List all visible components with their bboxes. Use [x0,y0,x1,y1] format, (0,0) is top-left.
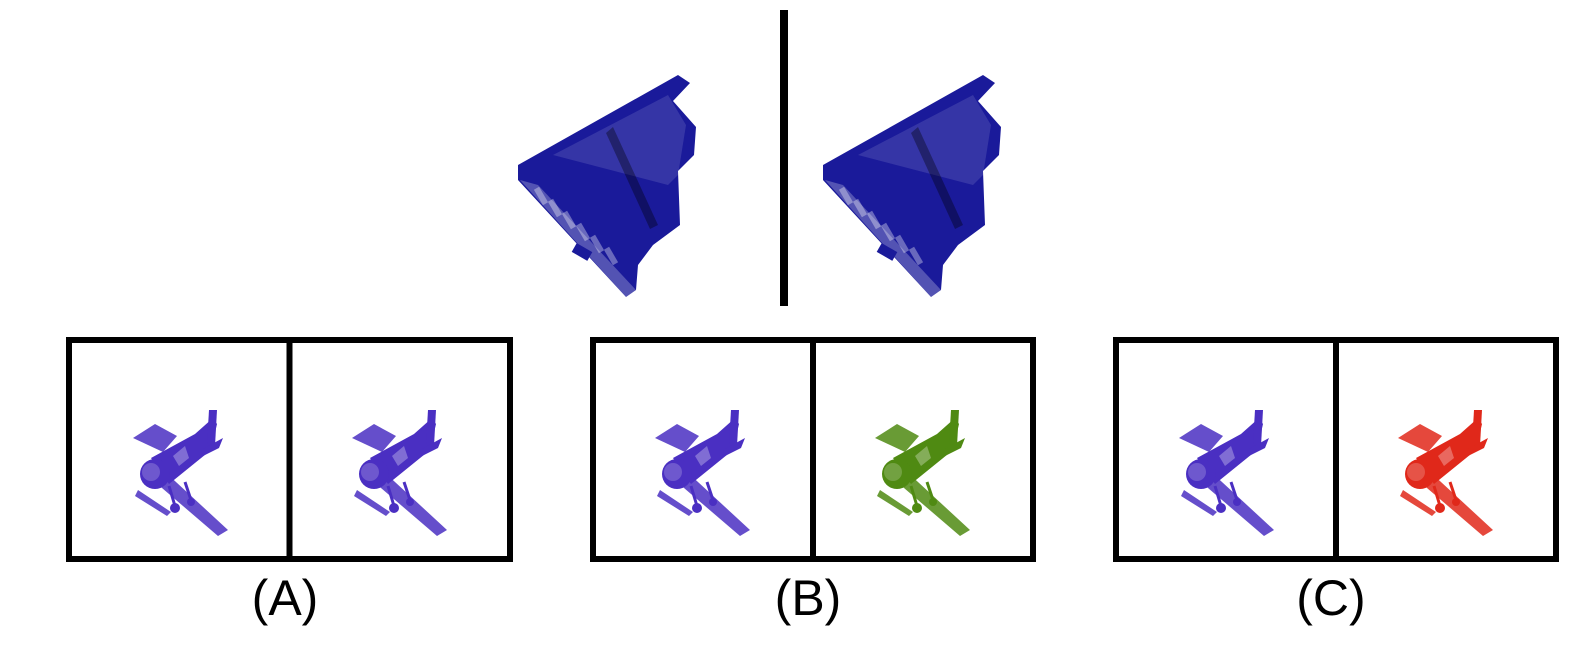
option-b[interactable] [590,337,1036,562]
option-a-left-airplane-icon [131,408,230,538]
reference-right-grand-piano-icon [823,75,1001,297]
reference-left-grand-piano-icon [518,75,696,297]
option-b-label[interactable]: (B) [774,570,842,626]
option-c[interactable] [1113,337,1559,562]
option-c-label[interactable]: (C) [1296,570,1366,626]
reference-pair [518,10,1001,306]
option-a-label[interactable]: (A) [251,570,319,626]
option-b-right-airplane-icon [873,408,972,538]
option-a[interactable] [66,337,513,562]
option-c-left-airplane-icon [1177,408,1276,538]
option-b-left-airplane-icon [653,408,752,538]
option-a-right-airplane-icon [350,408,449,538]
option-c-right-airplane-icon [1396,408,1495,538]
